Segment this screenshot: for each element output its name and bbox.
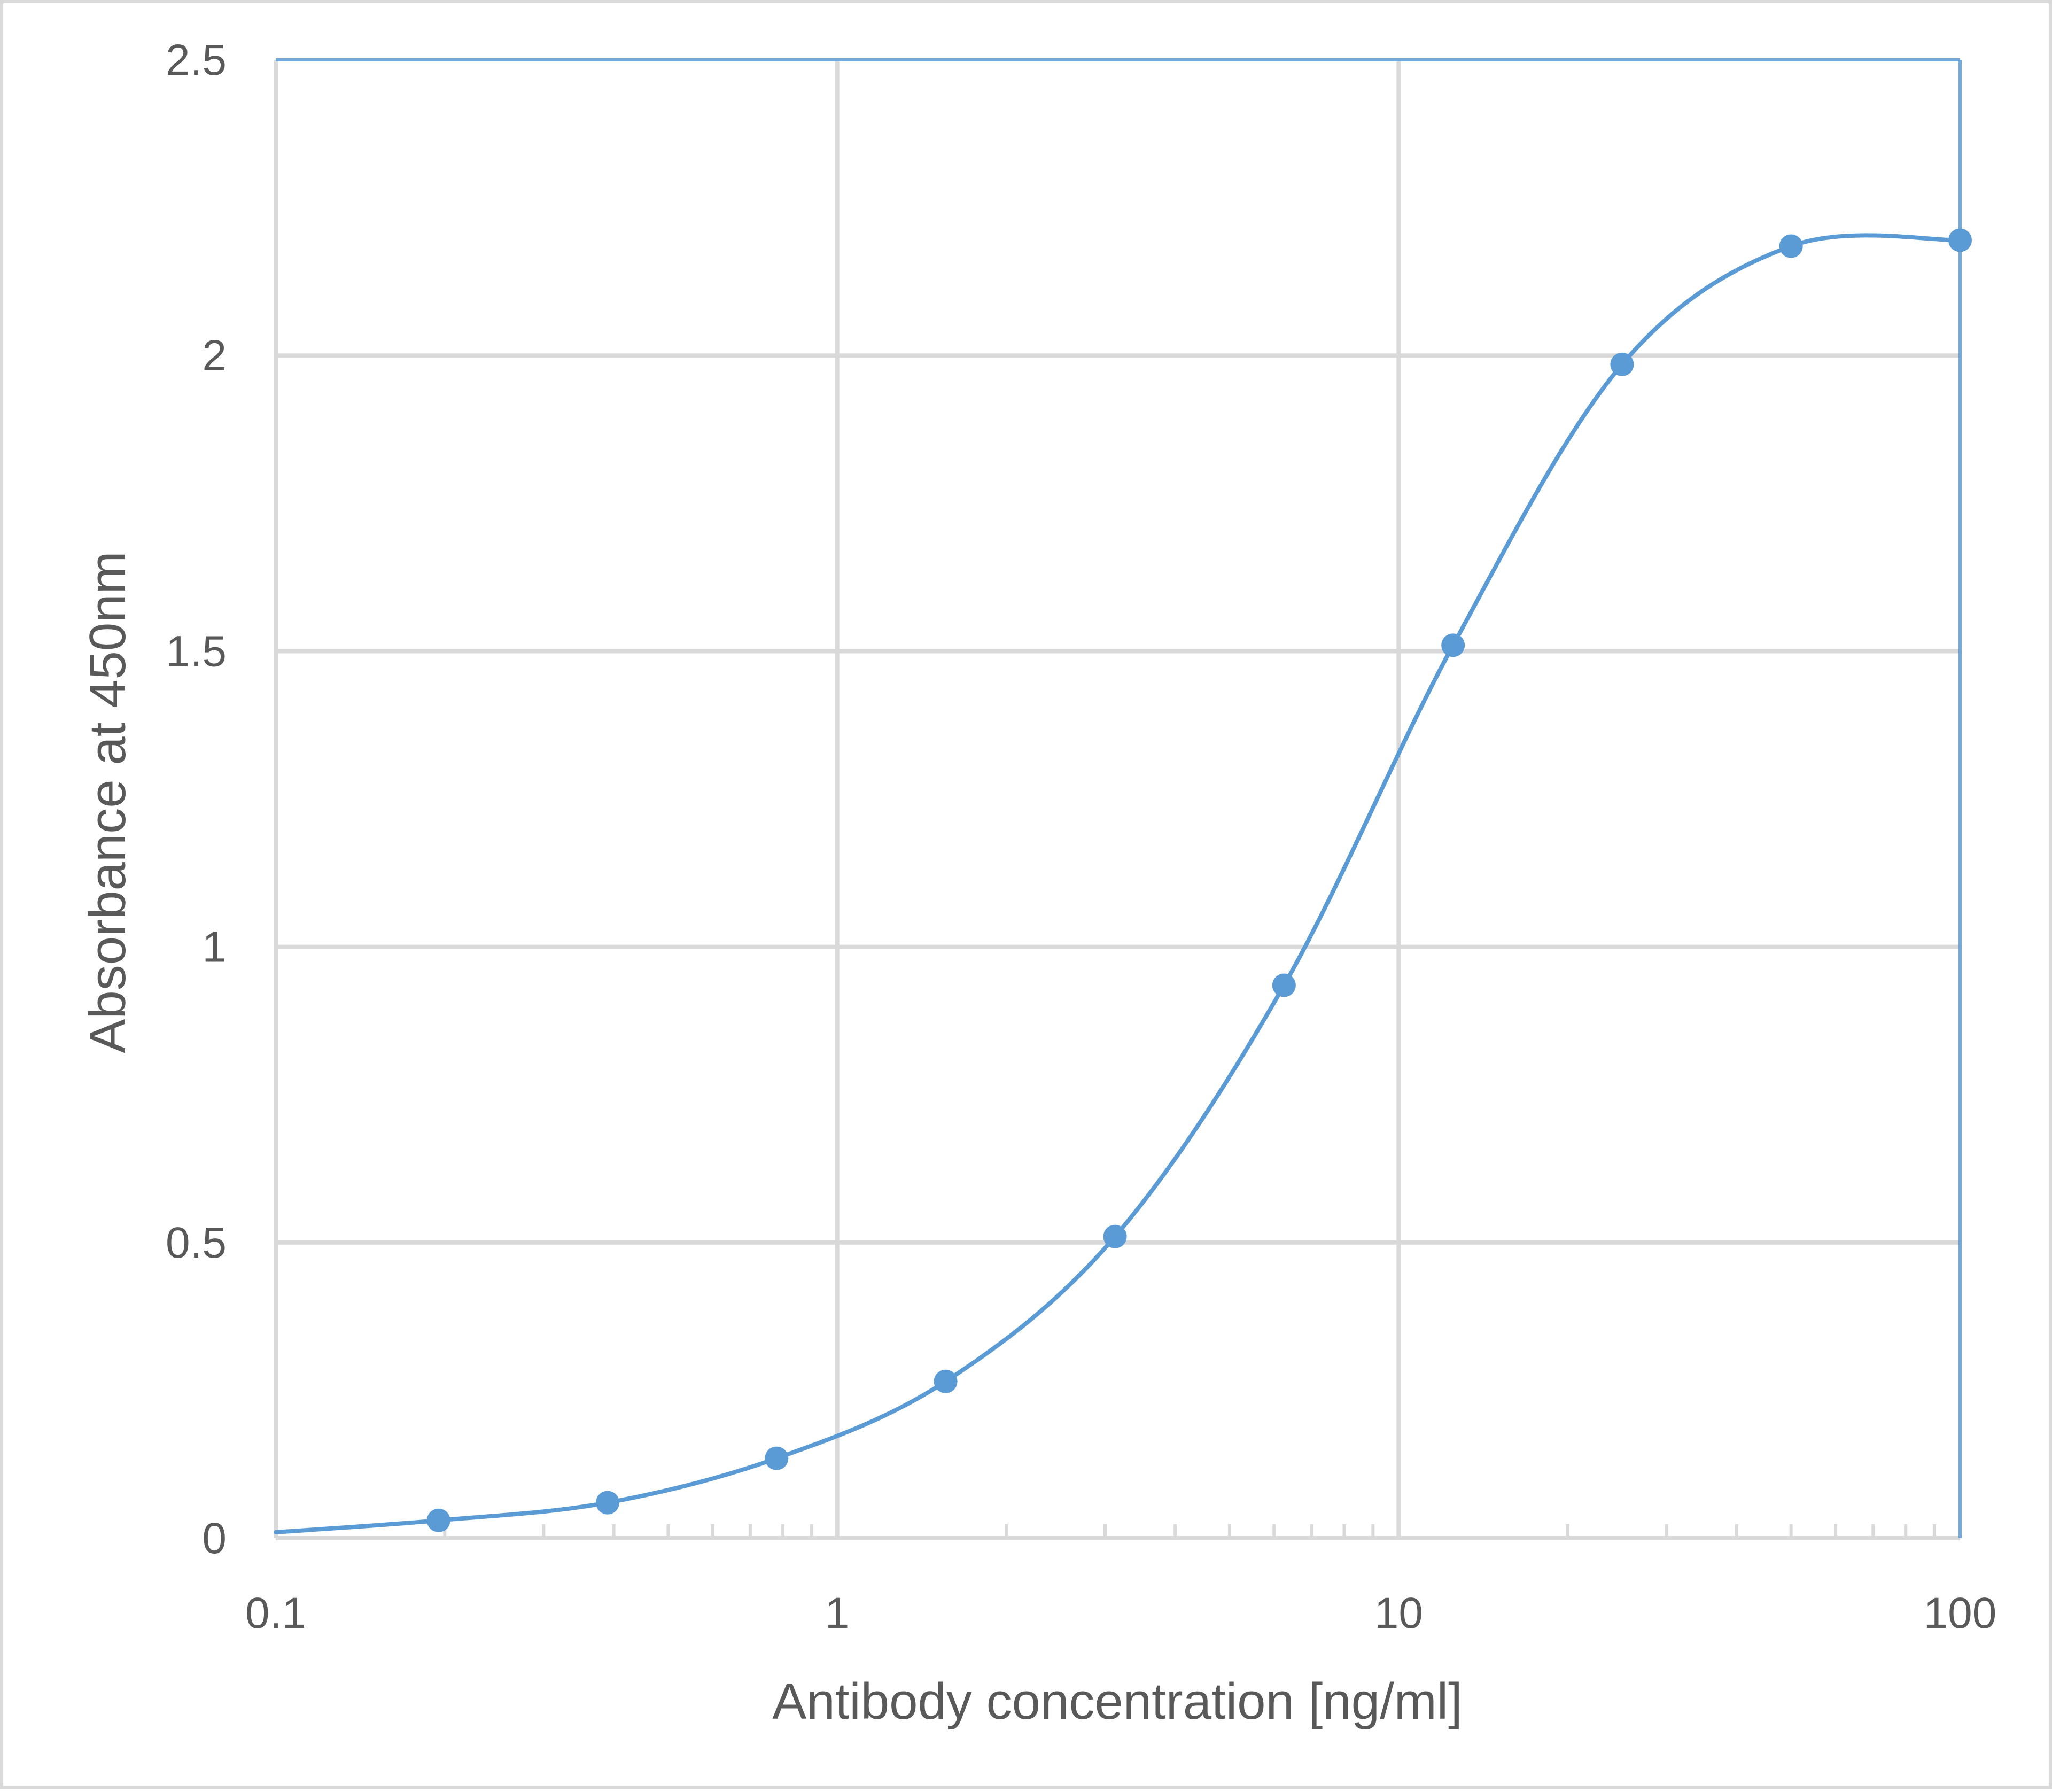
y-tick-label: 0.5: [166, 1219, 227, 1267]
y-tick-labels: 0 0.5 1 1.5 2 2.5: [166, 36, 227, 1563]
minor-ticks: [443, 1524, 1936, 1538]
axes: [274, 58, 1962, 1540]
x-tick-labels: 0.1 1 10 100: [245, 1589, 1996, 1638]
data-point: [934, 1369, 958, 1393]
data-point: [596, 1491, 620, 1515]
data-point: [1610, 352, 1634, 376]
y-axis-title: Absorbance at 450nm: [79, 551, 136, 1053]
data-point: [1272, 973, 1296, 997]
x-tick-label: 10: [1374, 1589, 1423, 1638]
data-point: [1441, 633, 1465, 657]
y-tick-label: 1: [202, 923, 227, 972]
x-tick-label: 100: [1924, 1589, 1997, 1638]
chart-svg: 0 0.5 1 1.5 2 2.5 0.1 1 10 100 Antibody concentr…: [79, 36, 1996, 1730]
data-point: [1103, 1224, 1127, 1248]
y-tick-label: 2.5: [166, 36, 227, 84]
data-point: [1779, 234, 1803, 258]
x-tick-label: 0.1: [245, 1589, 306, 1638]
y-tick-label: 0: [202, 1514, 227, 1563]
x-axis-title: Antibody concentration [ng/ml]: [772, 1673, 1462, 1730]
series-curve-layer: [274, 233, 1962, 1534]
x-tick-label: 1: [825, 1589, 850, 1638]
y-tick-label: 2: [202, 331, 227, 380]
data-points: [426, 228, 1972, 1532]
y-tick-label: 1.5: [166, 627, 227, 676]
data-point: [1948, 228, 1972, 252]
series-line: [274, 233, 1962, 1534]
data-point: [765, 1446, 789, 1470]
data-point: [426, 1508, 450, 1532]
gridlines: [276, 60, 1960, 1538]
